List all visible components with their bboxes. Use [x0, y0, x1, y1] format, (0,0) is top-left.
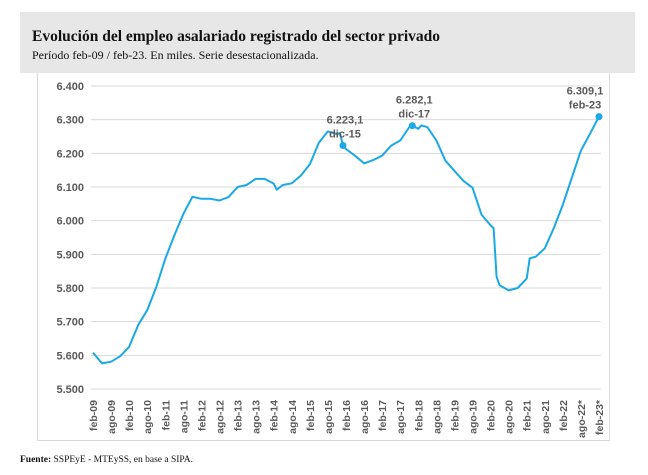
annotation-date: feb-23: [569, 100, 601, 112]
x-tick-label: ago-12: [215, 400, 227, 434]
x-tick-label: ago-22*: [576, 399, 588, 438]
x-tick-label: ago-19: [468, 400, 480, 434]
annotation-date: dic-15: [329, 129, 361, 141]
annotation-value: 6.282,1: [396, 95, 433, 107]
x-tick-label: feb-10: [124, 400, 136, 431]
x-tick-label: ago-21: [540, 400, 552, 434]
annotation-value: 6.223,1: [327, 115, 364, 127]
x-tick-label: feb-15: [305, 400, 317, 431]
y-tick-label: 6.100: [56, 182, 84, 194]
annotation-value: 6.309,1: [567, 86, 604, 98]
x-tick-label: feb-12: [196, 400, 208, 431]
x-tick-label: feb-23*: [594, 399, 606, 435]
annotation-date: dic-17: [398, 109, 430, 121]
x-tick-label: feb-17: [377, 400, 389, 431]
x-tick-label: feb-18: [413, 400, 425, 431]
y-tick-label: 5.700: [56, 317, 84, 329]
x-tick-label: ago-16: [359, 400, 371, 434]
x-tick-label: feb-11: [160, 400, 172, 431]
series-line: [92, 116, 600, 365]
annotation-marker: [339, 142, 347, 150]
x-tick-label: ago-20: [504, 400, 516, 434]
x-tick-label: ago-14: [287, 400, 299, 434]
y-tick-label: 5.900: [56, 249, 84, 261]
x-tick-label: feb-16: [341, 400, 353, 431]
annotation-marker: [595, 113, 603, 121]
source-label: Fuente:: [20, 455, 52, 465]
x-tick-label: feb-21: [522, 400, 534, 431]
y-tick-label: 6.400: [56, 81, 84, 93]
y-tick-label: 5.600: [56, 350, 84, 362]
x-tick-label: ago-17: [395, 400, 407, 434]
source-note: Fuente: SSPEyE - MTEySS, en base a SIPA.: [20, 455, 193, 465]
x-tick-label: feb-13: [233, 400, 245, 431]
source-text: SSPEyE - MTEySS, en base a SIPA.: [51, 455, 194, 465]
x-tick-label: ago-18: [431, 400, 443, 434]
chart-title: Evolución del empleo asalariado registra…: [32, 28, 441, 45]
x-tick-label: feb-20: [486, 400, 498, 431]
x-tick-label: ago-15: [323, 400, 335, 434]
x-tick-label: feb-19: [449, 400, 461, 431]
x-tick-label: ago-13: [251, 400, 263, 434]
x-tick-label: ago-11: [178, 400, 190, 433]
y-tick-label: 6.000: [56, 216, 84, 228]
y-tick-label: 5.500: [56, 384, 84, 396]
x-tick-label: feb-09: [88, 400, 100, 431]
y-tick-label: 6.300: [56, 115, 84, 127]
y-tick-label: 6.200: [56, 148, 84, 160]
chart-header: Evolución del empleo asalariado registra…: [20, 12, 635, 73]
annotation-marker: [408, 122, 416, 130]
chart-frame: [37, 73, 610, 441]
x-tick-label: ago-10: [142, 400, 154, 434]
x-tick-label: feb-14: [269, 400, 281, 431]
x-tick-label: ago-09: [106, 400, 118, 434]
y-tick-label: 5.800: [56, 283, 84, 295]
x-tick-label: feb-22: [558, 400, 570, 431]
chart-subtitle: Período feb-09 / feb-23. En miles. Serie…: [32, 48, 319, 62]
